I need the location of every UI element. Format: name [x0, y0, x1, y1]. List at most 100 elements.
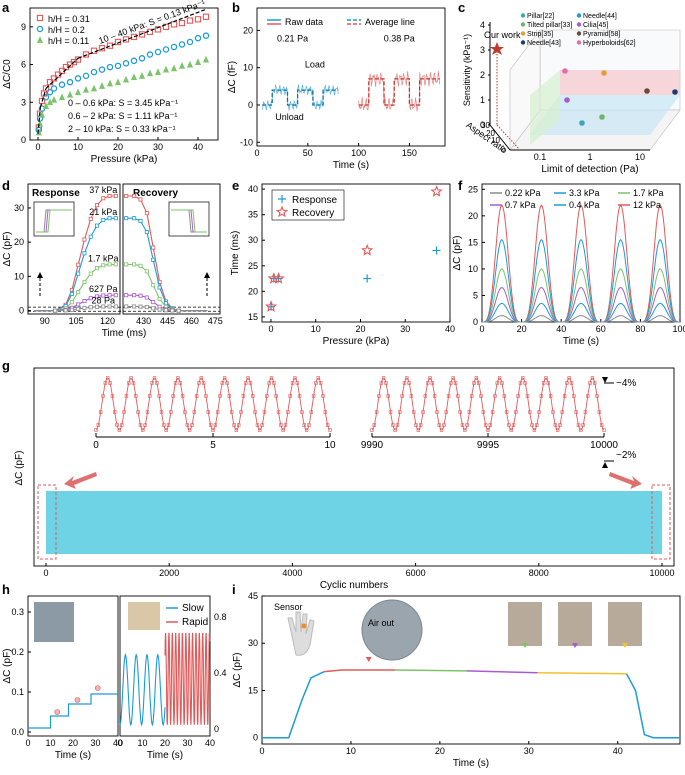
data-point — [551, 410, 555, 414]
data-point — [416, 428, 421, 432]
data-point — [146, 51, 154, 58]
data-point — [307, 423, 311, 427]
data-point — [151, 300, 156, 305]
data-point — [509, 428, 513, 432]
y-tick-label: 25 — [248, 261, 258, 271]
x-tick-label: 40 — [613, 746, 623, 756]
y-tick-label: 10 — [14, 271, 24, 281]
photo-arrow — [622, 643, 628, 648]
panel-d-chart: 0 10 20 30 ΔC (pF) 90 105 120 430 445 460 475 Time (… — [2, 183, 223, 339]
data-point — [504, 410, 509, 414]
data-point — [69, 307, 74, 312]
data-point — [495, 381, 499, 385]
data-point — [157, 394, 161, 398]
data-point — [96, 423, 101, 427]
x-tick-label: 30 — [524, 746, 534, 756]
data-point — [58, 93, 66, 101]
data-point — [82, 72, 90, 80]
data-point — [477, 381, 481, 385]
legend-label: Tilted pillar[33] — [527, 22, 572, 29]
data-point — [535, 423, 539, 427]
data-point — [138, 72, 146, 79]
x-tick-label: 0 — [25, 738, 30, 748]
data-point — [162, 423, 166, 427]
series-label: 37 kPa — [89, 185, 117, 195]
data-point — [421, 410, 425, 414]
data-point — [148, 394, 152, 398]
data-point — [288, 394, 292, 398]
data-point — [562, 68, 568, 74]
z-axis — [489, 124, 511, 151]
data-point — [528, 410, 532, 414]
data-point — [599, 114, 605, 120]
data-point — [150, 381, 154, 385]
data-point — [479, 394, 483, 398]
data-point — [234, 428, 239, 432]
data-point — [323, 410, 328, 414]
legend-avg-label: Average line — [365, 17, 415, 27]
plot-frame — [33, 367, 675, 567]
series-line — [482, 315, 680, 323]
z-tick-label: 20 — [486, 129, 495, 138]
data-point — [144, 305, 149, 310]
response-frame — [27, 183, 121, 315]
data-point — [95, 266, 100, 271]
data-point — [82, 279, 87, 284]
data-point — [98, 66, 106, 73]
inset-curve — [36, 209, 72, 233]
data-point — [293, 376, 297, 380]
data-point — [101, 196, 106, 201]
x-tick-label: 20 — [517, 324, 527, 334]
data-point — [391, 423, 395, 427]
data-point — [144, 211, 149, 216]
left-frame — [27, 595, 119, 737]
data-point — [237, 423, 241, 427]
data-point — [113, 216, 118, 221]
data-point — [101, 263, 106, 268]
data-point — [395, 423, 400, 427]
data-point — [474, 376, 479, 380]
y-tick-label: 0 — [253, 733, 258, 743]
data-point — [572, 394, 576, 398]
y-tick-label: 4 — [480, 20, 485, 30]
data-point — [151, 245, 156, 250]
y-axis-label: ΔC (fF) — [227, 61, 238, 93]
x-tick-label: 10 — [311, 324, 321, 334]
red-plane — [560, 70, 680, 95]
data-point — [98, 45, 106, 52]
y-tick-label: 0.3 — [11, 607, 24, 617]
x-tick-label: 50 — [303, 148, 313, 158]
data-point — [82, 51, 90, 58]
data-point — [449, 381, 453, 385]
legend-label: Strip[35] — [527, 31, 553, 38]
blue-plane — [530, 95, 680, 135]
data-point — [130, 33, 138, 41]
data-point — [525, 394, 530, 398]
data-point — [502, 394, 506, 398]
data-point — [451, 376, 455, 380]
data-point — [199, 376, 203, 380]
feather-marker — [54, 709, 61, 715]
panel-a-chart: 0 10 20 30 40 0 3 6 9 Pressure (kPa) ΔC/C0 h/H = 0.… — [2, 0, 219, 165]
x-axis-label: Time (s) — [333, 160, 369, 171]
y-tick-label: 40 — [248, 184, 258, 194]
legend-label: 12 kPa — [633, 200, 661, 210]
data-point — [74, 56, 82, 63]
data-point — [225, 381, 229, 385]
data-point — [232, 423, 236, 427]
data-point — [316, 376, 320, 380]
data-point — [134, 394, 138, 398]
panel-label-g: g — [2, 358, 10, 373]
data-point — [419, 423, 423, 427]
data-point — [381, 376, 386, 380]
data-point — [162, 65, 170, 73]
drift-arrow-top — [602, 377, 608, 383]
data-point — [267, 381, 271, 385]
legend-marker — [275, 205, 289, 218]
data-point — [194, 58, 202, 65]
x-tick-label: 20 — [160, 738, 170, 748]
data-point — [297, 394, 302, 398]
data-point — [435, 410, 439, 414]
data-point — [101, 293, 106, 298]
